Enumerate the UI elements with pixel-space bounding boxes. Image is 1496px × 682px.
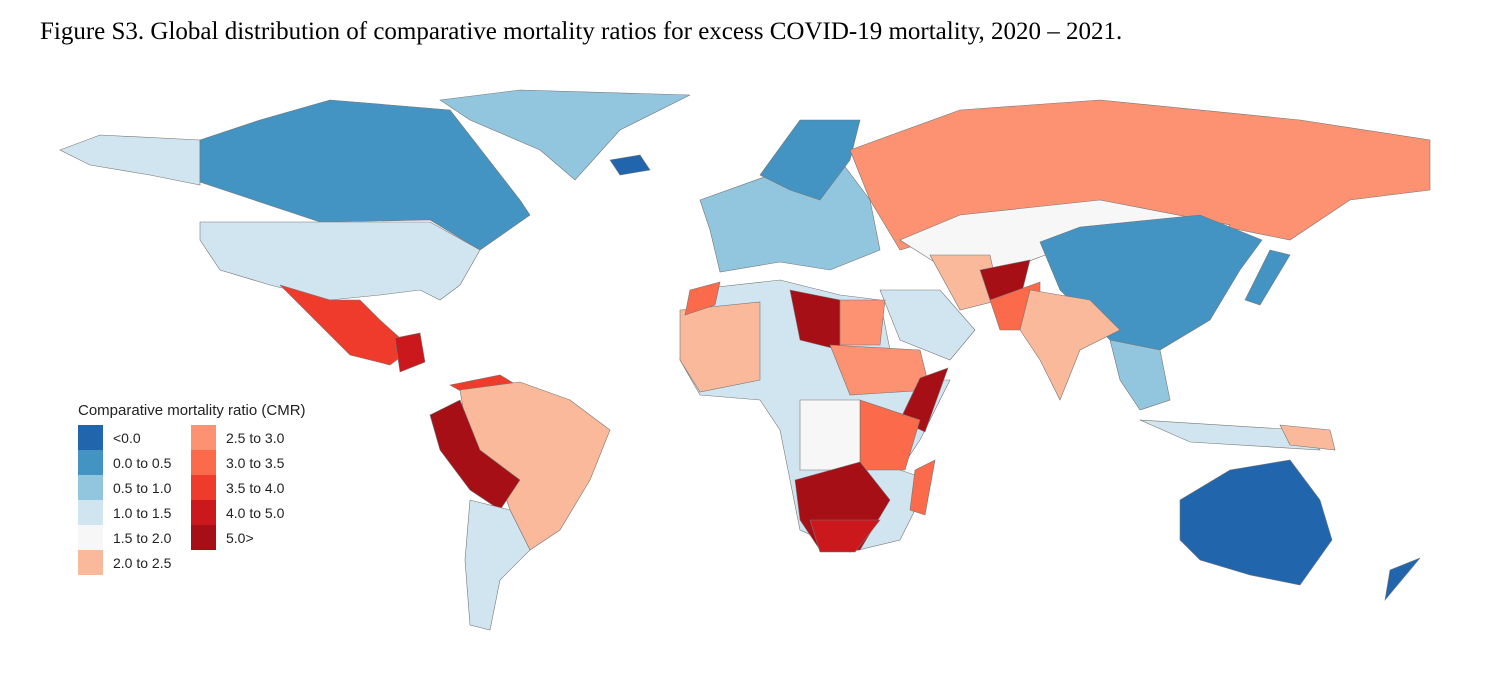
region-canada (199, 99, 531, 251)
region-egypt (839, 299, 886, 346)
legend-swatch (78, 550, 103, 575)
region-congo (799, 399, 861, 471)
region-central-america (394, 332, 426, 373)
legend-swatch (191, 450, 216, 475)
legend-label: 0.5 to 1.0 (113, 479, 172, 496)
region-south-africa (809, 519, 881, 553)
legend-swatch (191, 525, 216, 550)
legend-swatch (191, 500, 216, 525)
legend-swatch (191, 425, 216, 450)
region-alaska (59, 134, 201, 186)
legend-label: 2.5 to 3.0 (226, 429, 285, 446)
legend-label: 1.5 to 2.0 (113, 529, 172, 546)
legend-item: 2.0 to 2.5 (78, 550, 183, 575)
legend-label: 0.0 to 0.5 (113, 454, 172, 471)
region-scandinavia (759, 119, 861, 201)
legend-item: 1.5 to 2.0 (78, 525, 183, 550)
legend-swatch (78, 475, 103, 500)
legend-item: 0.0 to 0.5 (78, 450, 183, 475)
legend-item: 3.0 to 3.5 (191, 450, 296, 475)
legend-item: 2.5 to 3.0 (191, 425, 296, 450)
legend-title: Comparative mortality ratio (CMR) (78, 402, 306, 419)
legend-swatch (78, 450, 103, 475)
region-somalia (899, 367, 949, 433)
legend-item: <0.0 (78, 425, 183, 450)
legend-item: 0.5 to 1.0 (78, 475, 183, 500)
region-india (1019, 289, 1121, 401)
legend-label: 3.5 to 4.0 (226, 479, 285, 496)
region-iceland (609, 154, 651, 176)
legend-item: 3.5 to 4.0 (191, 475, 296, 500)
region-southern-cone (464, 499, 531, 631)
legend-item: 1.0 to 1.5 (78, 500, 183, 525)
region-madagascar (909, 459, 936, 516)
legend-label: 5.0> (226, 529, 254, 546)
legend-swatch (78, 500, 103, 525)
legend-label: 1.0 to 1.5 (113, 504, 172, 521)
legend-item: 5.0> (191, 525, 296, 550)
region-arabia (879, 289, 976, 361)
figure-title: Figure S3. Global distribution of compar… (40, 18, 1123, 45)
region-west-africa (679, 301, 761, 393)
legend: Comparative mortality ratio (CMR) <0.0 0.… (78, 402, 306, 575)
region-greenland (439, 89, 691, 181)
legend-label: 2.0 to 2.5 (113, 554, 172, 571)
region-papua (1279, 424, 1336, 451)
region-southeast-asia (1109, 339, 1171, 411)
legend-item: 4.0 to 5.0 (191, 500, 296, 525)
region-australia (1179, 459, 1333, 586)
region-new-zealand (1384, 557, 1421, 602)
legend-swatch (191, 475, 216, 500)
region-indonesia (1139, 419, 1321, 451)
region-peru-bolivia (429, 399, 521, 511)
region-morocco (684, 281, 721, 316)
legend-label: 4.0 to 5.0 (226, 504, 285, 521)
region-usa (199, 221, 481, 301)
legend-swatch (78, 525, 103, 550)
legend-label: <0.0 (113, 429, 141, 446)
region-japan (1244, 249, 1291, 306)
legend-label: 3.0 to 3.5 (226, 454, 285, 471)
legend-swatch (78, 425, 103, 450)
